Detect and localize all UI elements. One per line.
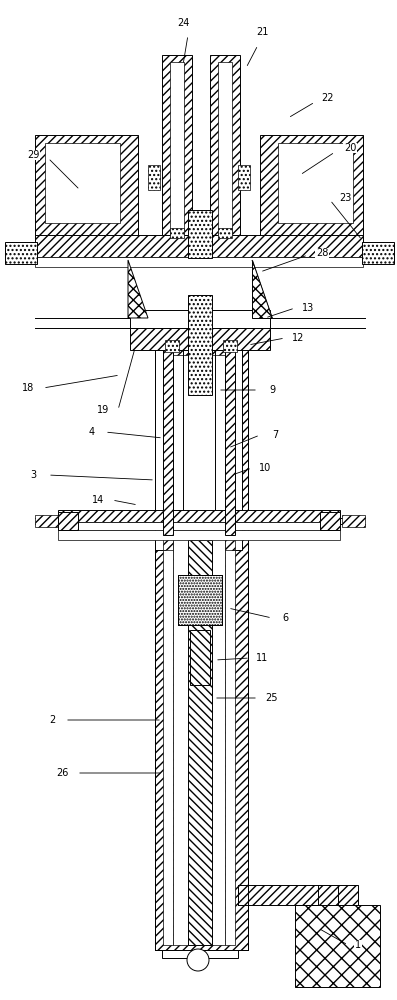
Text: 14: 14 [92,495,104,505]
Text: 21: 21 [256,27,268,37]
Bar [190,630,210,685]
Bar [35,257,363,267]
Bar [170,62,184,235]
Bar [162,55,192,235]
Text: 11: 11 [256,653,268,663]
Bar [218,228,232,238]
Bar [163,350,173,535]
Bar [320,512,340,530]
Bar [178,575,222,625]
Bar [155,350,165,550]
Bar [223,340,237,352]
Polygon shape [128,260,148,318]
Text: 1: 1 [355,940,361,950]
Text: 18: 18 [22,383,34,393]
Text: 25: 25 [266,693,278,703]
Bar [188,540,212,945]
Bar [210,55,240,235]
Bar [58,510,340,522]
Bar [342,515,365,527]
Bar [260,135,363,240]
Text: 13: 13 [302,303,314,313]
Bar [5,242,37,264]
Bar [225,350,235,550]
Bar [218,62,232,235]
Bar [238,885,358,905]
Bar [58,522,340,530]
Bar [165,340,179,352]
Text: 26: 26 [56,768,68,778]
Bar [45,143,120,223]
Bar [295,905,380,987]
Bar [35,235,363,257]
Text: 23: 23 [339,193,351,203]
Bar [188,295,212,395]
Bar [162,950,238,958]
Bar [173,355,225,945]
Bar [58,530,340,540]
Bar [318,885,338,950]
Circle shape [187,949,209,971]
Text: 29: 29 [27,150,39,160]
Bar [225,350,235,535]
Bar [232,350,242,550]
Text: 22: 22 [322,93,334,103]
Text: 3: 3 [30,470,36,480]
Bar [148,165,160,190]
Text: 4: 4 [89,427,95,437]
Bar [130,328,270,350]
Text: 6: 6 [282,613,288,623]
Text: 19: 19 [97,405,109,415]
Bar [278,143,353,223]
Bar [58,512,78,530]
Bar [163,355,173,945]
Bar [163,350,173,550]
Text: 9: 9 [269,385,275,395]
Polygon shape [252,260,272,318]
Text: 20: 20 [344,143,356,153]
Bar [170,228,184,238]
Text: 28: 28 [316,248,328,258]
Bar [225,355,235,945]
Bar [362,242,394,264]
Bar [188,210,212,258]
Text: 7: 7 [272,430,278,440]
Bar [238,165,250,190]
Text: 10: 10 [259,463,271,473]
Bar [155,350,248,950]
Bar [130,310,270,328]
Text: 24: 24 [177,18,189,28]
Bar [178,575,222,625]
Text: 2: 2 [49,715,55,725]
Polygon shape [252,260,272,318]
Bar [35,135,138,240]
Text: 12: 12 [292,333,304,343]
Bar [35,515,58,527]
